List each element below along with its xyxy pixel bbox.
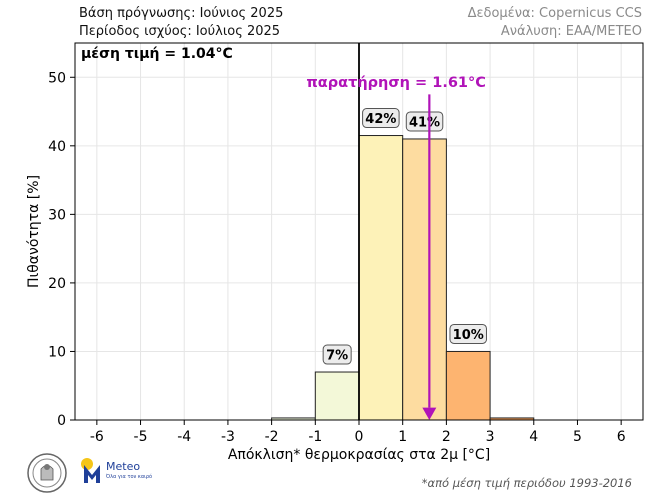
y-tick-label: 50 <box>48 70 66 86</box>
bars-layer <box>271 135 535 421</box>
bar-value-text: 42% <box>365 112 396 127</box>
histogram-bar <box>358 135 404 421</box>
y-axis-label: Πιθανότητα [%] <box>26 175 42 288</box>
x-ticks: -6 -5 -4 -3 -2 -1 0 1 2 3 4 5 6 <box>90 420 626 445</box>
bar-value-box <box>362 108 400 129</box>
y-tick-label: 30 <box>48 207 66 223</box>
histogram-chart: -6 -5 -4 -3 -2 -1 0 1 2 3 4 5 6 0 10 20 30 40 50 7% 42% 41%… <box>26 42 644 463</box>
x-tick-label: -1 <box>308 429 322 445</box>
bar-value-label: 41% <box>405 111 444 132</box>
bar-labels: 7% 42% 41% 10% <box>322 108 487 365</box>
bar-value-label: 42% <box>362 108 400 129</box>
bar-value-box <box>405 111 444 132</box>
x-tick-label: 2 <box>442 429 451 445</box>
histogram-bar <box>314 371 360 421</box>
x-tick-label: 1 <box>398 429 407 445</box>
x-tick-label: 3 <box>486 429 495 445</box>
bar-value-box <box>449 323 487 344</box>
meteo-logo-name: Meteo <box>106 460 140 473</box>
x-tick-label: -5 <box>134 429 148 445</box>
bar-value-box <box>322 344 352 365</box>
footnote: *από μέση τιμή περιόδου 1993-2016 <box>421 476 632 490</box>
forecast-base-text: Βάση πρόγνωσης: Ιούνιος 2025 <box>79 6 284 21</box>
x-tick-label: -3 <box>221 429 235 445</box>
validity-period-text: Περίοδος ισχύος: Ιούλιος 2025 <box>79 24 281 39</box>
histogram-bar <box>445 350 491 421</box>
bar-value-label: 7% <box>322 344 352 365</box>
histogram-bar <box>402 138 447 421</box>
mean-value-annotation: μέση τιμή = 1.04°C <box>81 46 233 62</box>
observation-arrow-head <box>422 407 437 420</box>
y-tick-label: 40 <box>48 139 66 155</box>
y-tick-label: 20 <box>48 276 66 292</box>
x-tick-label: 4 <box>529 429 538 445</box>
bar-value-text: 7% <box>326 349 348 364</box>
y-tick-label: 10 <box>48 344 66 360</box>
meteo-logo: Meteo Όλα για τον καιρό <box>81 458 152 483</box>
observation-marker: παρατήρηση = 1.61°C <box>306 75 486 420</box>
academy-seal-logo <box>27 453 67 493</box>
data-source-text: Δεδομένα: Copernicus CCS <box>467 6 642 21</box>
x-tick-label: -6 <box>90 429 104 445</box>
bar-value-text: 41% <box>409 115 440 130</box>
x-tick-label: 0 <box>355 429 364 445</box>
meteo-logo-tagline: Όλα για τον καιρό <box>105 473 152 480</box>
x-tick-label: 5 <box>573 429 582 445</box>
bar-value-label: 10% <box>449 323 487 344</box>
y-tick-label: 0 <box>57 413 66 429</box>
x-tick-label: 6 <box>617 429 626 445</box>
observation-label: παρατήρηση = 1.61°C <box>306 75 486 91</box>
x-axis-label: Απόκλιση* θερμοκρασίας στα 2μ [°C] <box>228 447 490 463</box>
y-ticks: 0 10 20 30 40 50 <box>48 70 75 429</box>
x-tick-label: -2 <box>265 429 279 445</box>
analysis-credit-text: Ανάλυση: ΕΑΑ/METEO <box>500 24 642 39</box>
bar-value-text: 10% <box>453 328 484 343</box>
x-tick-label: -4 <box>177 429 191 445</box>
